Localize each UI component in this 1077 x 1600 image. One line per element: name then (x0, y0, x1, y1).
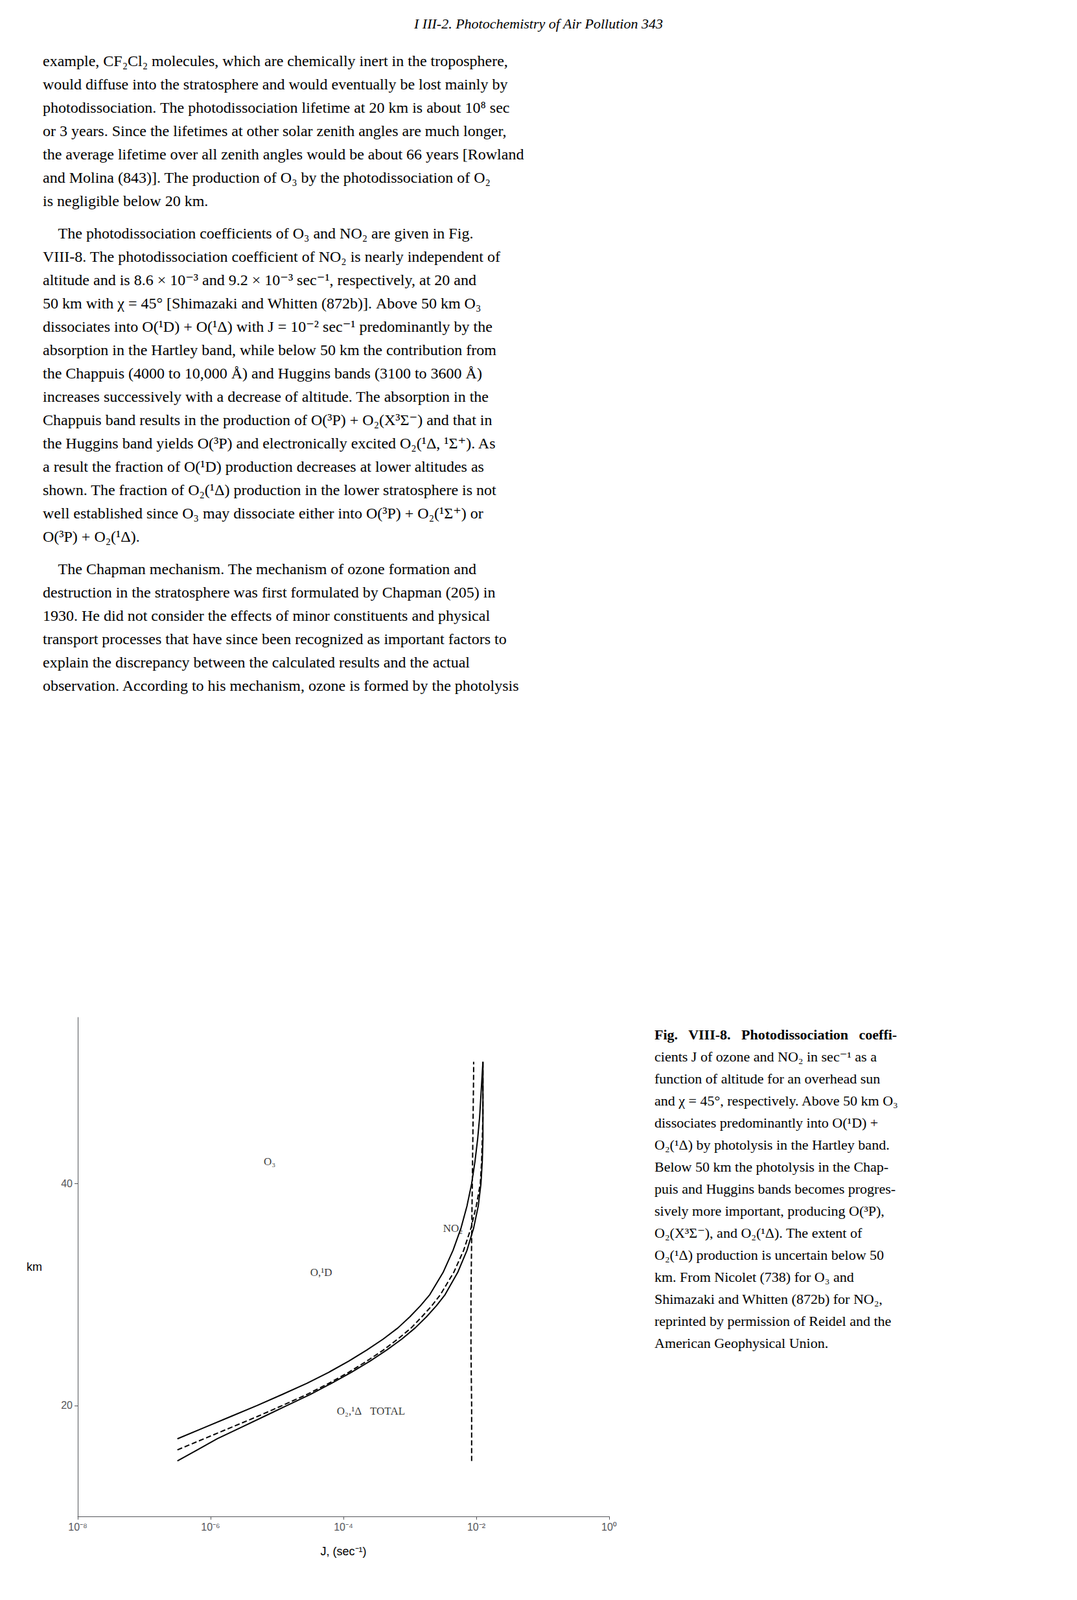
html-text:example, CF₂Cl₂ molecules, whi: example, CF₂Cl₂ molecules, which are che… (42, 52, 508, 70)
html-text:photodissociation. The photodi: photodissociation. The photodissociation… (42, 99, 510, 116)
svg-text:TOTAL: TOTAL (370, 1404, 406, 1418)
html-text:dissociates predominantly into: dissociates predominantly into O(¹D) + (654, 1114, 879, 1131)
svg-text:O₂,¹Δ: O₂,¹Δ (336, 1404, 363, 1418)
html-text:VIII-8. The photodissociation: VIII-8. The photodissociation coefficien… (42, 248, 501, 266)
svg-text:km: km (26, 1260, 43, 1274)
html-text:well established since O₃ may: well established since O₃ may dissociate… (42, 504, 484, 522)
html-text:observation. According to his: observation. According to his mechanism,… (42, 677, 519, 695)
html-text:shown. The fraction of O₂(¹Δ): shown. The fraction of O₂(¹Δ) production… (42, 481, 497, 499)
html-text:The photodissociation coeffici: The photodissociation coefficients of O₃… (42, 224, 474, 242)
html-text:sively more important, produci: sively more important, producing O(³P), (654, 1202, 885, 1219)
html-text:cients J of ozone and NO₂ in s: cients J of ozone and NO₂ in sec⁻¹ as a (654, 1048, 877, 1065)
html-text:would diffuse into the stratos: would diffuse into the stratosphere and … (42, 75, 508, 93)
html-text:km. From Nicolet (738) for O₃: km. From Nicolet (738) for O₃ and (654, 1268, 854, 1286)
html-text:function of altitude for an ov: function of altitude for an overhead sun (654, 1070, 881, 1087)
html-text:puis and Huggins bands becomes: puis and Huggins bands becomes progres- (654, 1180, 896, 1197)
html-text:Below 50 km the photolysis in: Below 50 km the photolysis in the Chap- (654, 1158, 889, 1175)
html-text:explain the discrepancy betwee: explain the discrepancy between the calc… (42, 653, 470, 671)
html-text:the average lifetime over all: the average lifetime over all zenith ang… (42, 145, 524, 163)
html-text:O(³P) + O₂(¹Δ).: O(³P) + O₂(¹Δ). (42, 528, 140, 545)
html-text:transport processes that have: transport processes that have since been… (42, 630, 507, 648)
html-text:and Molina (843)]. The product: and Molina (843)]. The production of O₃ … (42, 169, 491, 186)
html-text:the Chappuis (4000 to 10,000 Å: the Chappuis (4000 to 10,000 Å) and Hugg… (42, 364, 483, 382)
svg-text:10⁻²: 10⁻² (467, 1521, 487, 1533)
svg-text:O,¹D: O,¹D (310, 1266, 333, 1279)
html-text:the Huggins band yields O(³P): the Huggins band yields O(³P) and electr… (42, 434, 496, 452)
svg-text:J, (sec⁻¹): J, (sec⁻¹) (320, 1544, 367, 1558)
html-text:O₂(¹Δ) production is uncertain: O₂(¹Δ) production is uncertain below 50 (654, 1246, 884, 1263)
html-text:The Chapman mechanism. The mec: The Chapman mechanism. The mechanism of … (42, 560, 477, 578)
html-text:1930. He did not consider the: 1930. He did not consider the effects of… (42, 607, 490, 625)
html-text:Shimazaki and Whitten (872b) f: Shimazaki and Whitten (872b) for NO₂, (654, 1290, 883, 1308)
html-text:O₂(X³Σ⁻), and O₂(¹Δ). The exte: O₂(X³Σ⁻), and O₂(¹Δ). The extent of (654, 1224, 862, 1241)
html-text:or 3 years. Since the lifetime: or 3 years. Since the lifetimes at other… (42, 122, 507, 140)
html-text:absorption in the Hartley band: absorption in the Hartley band, while be… (42, 341, 497, 359)
svg-text:10⁻⁸: 10⁻⁸ (68, 1521, 88, 1533)
html-text:and χ = 45°, respectively. Abo: and χ = 45°, respectively. Above 50 km O… (654, 1092, 898, 1109)
svg-text:20: 20 (60, 1399, 73, 1411)
html-text:Fig. VIII-8. Photodissociation: Fig. VIII-8. Photodissociation coeffi- (654, 1026, 897, 1043)
svg-text:O₃: O₃ (263, 1155, 276, 1168)
svg-text:10⁰: 10⁰ (601, 1521, 617, 1533)
html-text:increases successively with a: increases successively with a decrease o… (42, 388, 489, 406)
html-text:destruction in the stratospher: destruction in the stratosphere was firs… (42, 583, 496, 601)
svg-text:NO₂: NO₂ (443, 1222, 463, 1235)
html-text:American Geophysical Union.: American Geophysical Union. (654, 1334, 829, 1352)
html-text:is negligible below 20 km.: is negligible below 20 km. (42, 192, 209, 210)
html-text:50 km with χ = 45° [Shimazaki: 50 km with χ = 45° [Shimazaki and Whitte… (42, 294, 482, 312)
html-text:altitude and is 8.6 × 10⁻³ and: altitude and is 8.6 × 10⁻³ and 9.2 × 10⁻… (42, 271, 477, 289)
svg-text:10⁻⁶: 10⁻⁶ (200, 1521, 220, 1533)
svg-text:40: 40 (60, 1178, 73, 1190)
html-text:I III-2. Photochemistry of Air: I III-2. Photochemistry of Air Pollution… (414, 15, 663, 32)
svg-text:10⁻⁴: 10⁻⁴ (333, 1521, 354, 1533)
html-text:dissociates into O(¹D) + O(¹Δ): dissociates into O(¹D) + O(¹Δ) with J = … (42, 318, 493, 336)
html-text:reprinted by permission of Rei: reprinted by permission of Reidel and th… (654, 1312, 892, 1330)
html-text:Chappuis band results in the p: Chappuis band results in the production … (42, 411, 493, 429)
html-text:O₂(¹Δ) by photolysis in the Ha: O₂(¹Δ) by photolysis in the Hartley band… (654, 1136, 890, 1153)
html-text:a result the fraction of O(¹D): a result the fraction of O(¹D) productio… (42, 458, 485, 475)
